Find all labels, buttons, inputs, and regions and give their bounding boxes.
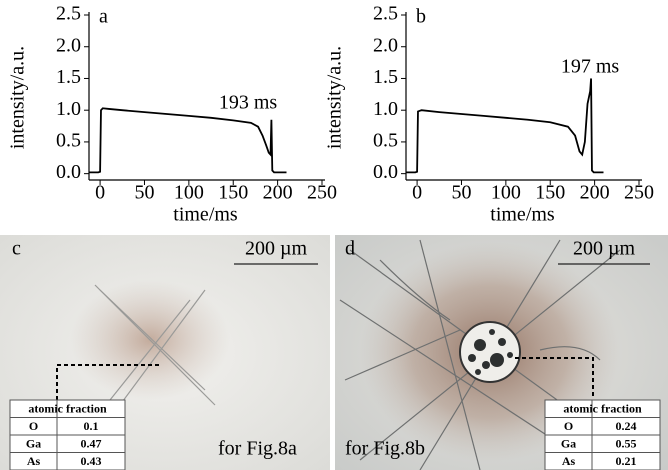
x-tick-label: 50 — [134, 182, 154, 204]
panel-label: c — [12, 238, 21, 260]
panel-label: b — [416, 6, 426, 28]
y-tick-label: 0.0 — [56, 161, 81, 183]
data-line — [89, 107, 287, 174]
x-tick-label: 150 — [535, 182, 565, 204]
panel-label: d — [345, 238, 355, 260]
table-cell: As — [27, 454, 41, 468]
x-tick-label: 250 — [624, 182, 654, 204]
table-header: atomic fraction — [28, 402, 107, 416]
caption: for Fig.8b — [345, 438, 425, 460]
y-axis-title: intensity/a.u. — [324, 46, 346, 149]
y-tick-label: 0.5 — [56, 130, 81, 152]
x-tick-label: 0 — [412, 182, 422, 204]
table-cell: 0.1 — [84, 419, 99, 433]
table-cell: Ga — [561, 437, 576, 451]
scale-bar-label: 200 µm — [245, 238, 308, 260]
y-tick-label: 2.0 — [373, 34, 398, 56]
table-header: atomic fraction — [563, 402, 642, 416]
scale-bar-label: 200 µm — [573, 238, 636, 260]
x-axis-title: time/ms — [490, 204, 555, 226]
table-cell: As — [562, 454, 576, 468]
annotation: 193 ms — [219, 92, 278, 114]
table-cell: 0.21 — [616, 454, 637, 468]
y-tick-label: 1.0 — [373, 98, 398, 120]
data-line — [406, 78, 604, 174]
table-cell: Ga — [26, 437, 41, 451]
x-tick-label: 150 — [218, 182, 248, 204]
y-tick-label: 1.5 — [373, 66, 398, 88]
y-tick-label: 0.5 — [373, 130, 398, 152]
x-tick-label: 200 — [580, 182, 610, 204]
y-axis-title: intensity/a.u. — [7, 46, 29, 149]
y-tick-label: 2.5 — [56, 3, 81, 25]
y-tick-label: 1.5 — [56, 66, 81, 88]
table-cell: 0.47 — [81, 437, 102, 451]
y-tick-label: 2.5 — [373, 3, 398, 25]
x-tick-label: 100 — [491, 182, 521, 204]
x-tick-label: 200 — [263, 182, 293, 204]
x-tick-label: 50 — [451, 182, 471, 204]
x-tick-label: 100 — [174, 182, 204, 204]
table-cell: 0.43 — [81, 454, 102, 468]
y-tick-label: 1.0 — [56, 98, 81, 120]
table-cell: O — [564, 419, 573, 433]
table-cell: 0.24 — [616, 419, 637, 433]
y-tick-label: 2.0 — [56, 34, 81, 56]
table-cell: O — [29, 419, 38, 433]
annotation: 197 ms — [561, 56, 620, 78]
x-tick-label: 0 — [95, 182, 105, 204]
table-cell: 0.55 — [616, 437, 637, 451]
x-tick-label: 250 — [307, 182, 337, 204]
panel-label: a — [99, 6, 108, 28]
caption: for Fig.8a — [218, 438, 297, 460]
y-tick-label: 0.0 — [373, 161, 398, 183]
x-axis-title: time/ms — [173, 204, 238, 226]
